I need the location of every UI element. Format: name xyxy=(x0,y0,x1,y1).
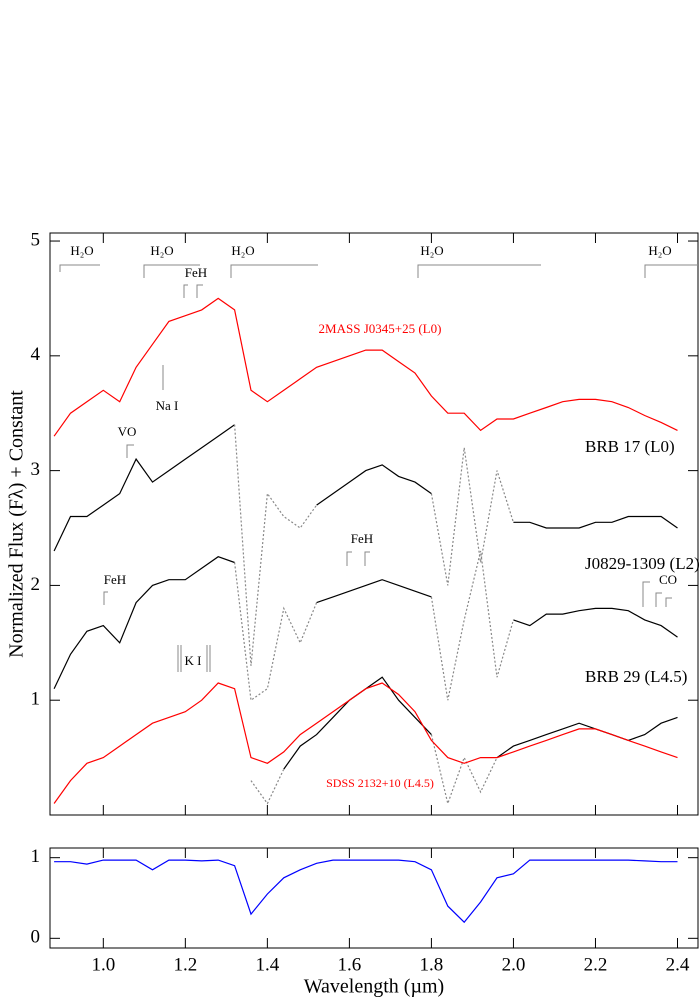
feature-label: CO xyxy=(659,572,677,587)
spectrum-line xyxy=(53,682,678,804)
spectrum-line xyxy=(53,424,678,552)
y-tick-label: 0 xyxy=(31,927,41,948)
feature-bracket xyxy=(642,581,672,607)
feature-bracket xyxy=(59,264,100,272)
feature-bracket xyxy=(103,591,108,605)
feature-bracket xyxy=(183,284,203,298)
feature-label: FeH xyxy=(185,265,207,280)
y-tick-label: 1 xyxy=(31,689,41,710)
feature-bracket xyxy=(346,551,370,566)
x-tick-label: 1.0 xyxy=(91,954,115,975)
feature-label: K I xyxy=(185,653,202,668)
bottom-panel-frame xyxy=(49,847,699,949)
feature-label: H₂O xyxy=(150,243,173,258)
y-tick-label: 4 xyxy=(31,344,41,365)
feature-label: FeH xyxy=(104,572,126,587)
x-tick-label: 2.0 xyxy=(502,954,526,975)
spectrum-line xyxy=(53,556,678,689)
x-axis-label: Wavelength (µm) xyxy=(304,976,444,998)
feature-bracket xyxy=(177,645,211,672)
top-panel-frame xyxy=(49,232,699,816)
curve-label: SDSS 2132+10 (L4.5) xyxy=(326,776,434,790)
y-tick-label: 3 xyxy=(31,459,41,480)
spectrum-line xyxy=(54,859,678,924)
spectrum-line xyxy=(250,734,498,806)
feature-label: H₂O xyxy=(70,243,93,258)
y-tick-label: 5 xyxy=(31,229,41,250)
curve-label: J0829-1309 (L2) xyxy=(585,554,700,573)
feature-label: FeH xyxy=(351,531,373,546)
feature-bracket xyxy=(230,264,318,278)
feature-bracket xyxy=(126,444,134,458)
feature-bracket xyxy=(644,264,698,278)
x-tick-label: 2.4 xyxy=(666,954,690,975)
feature-label: H₂O xyxy=(648,243,671,258)
feature-bracket xyxy=(143,264,200,278)
x-tick-label: 1.2 xyxy=(173,954,197,975)
spectrum-line xyxy=(283,676,678,770)
curve-label: 2MASS J0345+25 (L0) xyxy=(319,321,442,336)
spectrum-line xyxy=(53,297,678,437)
y-tick-label: 2 xyxy=(31,574,41,595)
spectrum-line xyxy=(234,550,514,702)
x-tick-label: 1.6 xyxy=(338,954,362,975)
x-tick-label: 1.8 xyxy=(420,954,444,975)
curve-label: BRB 17 (L0) xyxy=(585,437,675,456)
y-axis-label: Normalized Flux (Fλ) + Constant xyxy=(6,390,28,658)
feature-label: VO xyxy=(118,424,137,439)
feature-label: H₂O xyxy=(420,243,443,258)
spectrum-line xyxy=(234,424,514,666)
x-tick-label: 1.4 xyxy=(255,954,279,975)
feature-label: Na I xyxy=(156,398,179,413)
feature-label: H₂O xyxy=(231,243,254,258)
curve-label: BRB 29 (L4.5) xyxy=(585,667,687,686)
x-tick-label: 2.2 xyxy=(584,954,608,975)
y-tick-label: 1 xyxy=(31,846,41,867)
feature-bracket xyxy=(417,264,541,278)
